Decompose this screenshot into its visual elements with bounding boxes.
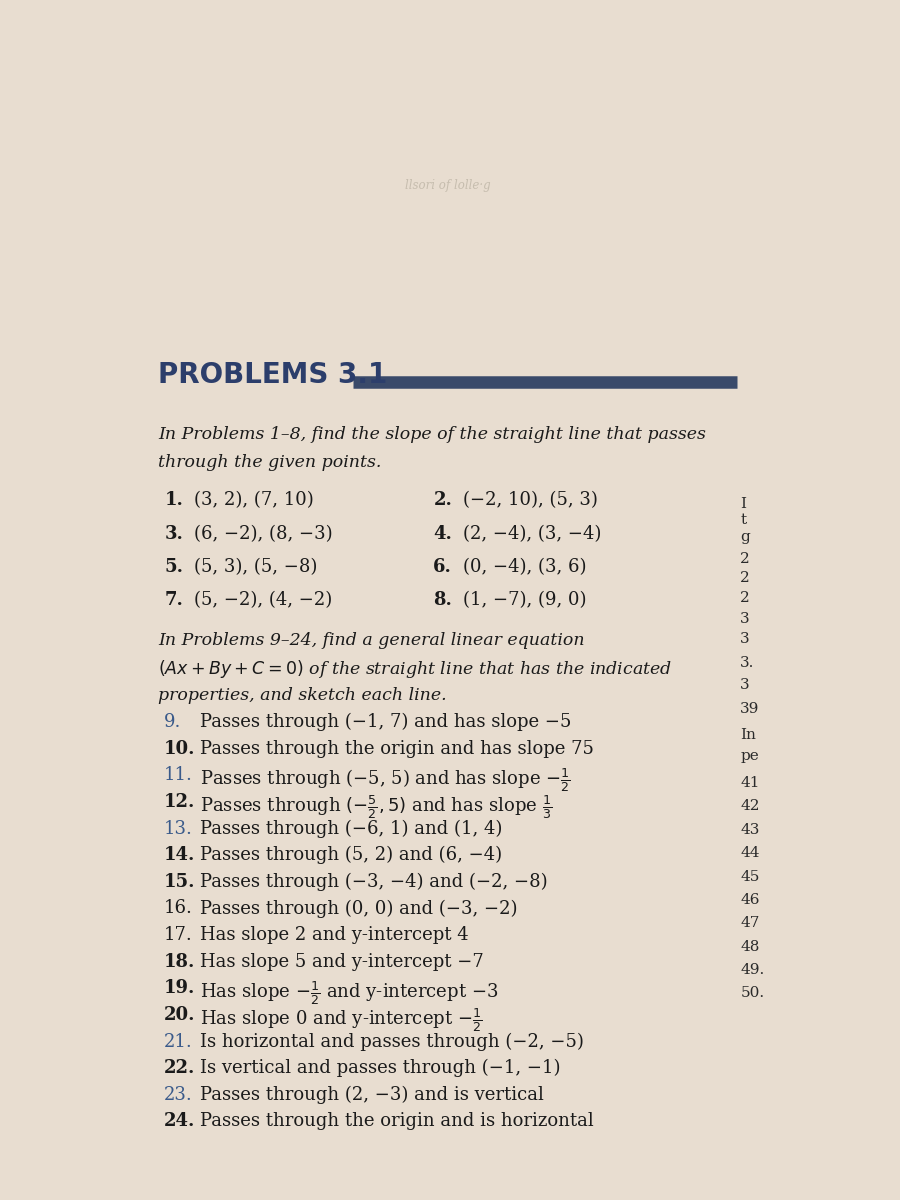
Text: (−2, 10), (5, 3): (−2, 10), (5, 3) (464, 492, 598, 510)
Text: Passes through (2, −3) and is vertical: Passes through (2, −3) and is vertical (200, 1086, 544, 1104)
Text: 46: 46 (740, 893, 760, 907)
Text: through the given points.: through the given points. (158, 454, 382, 470)
Text: Is horizontal and passes through (−2, −5): Is horizontal and passes through (−2, −5… (200, 1032, 583, 1051)
Text: PROBLEMS 3.1: PROBLEMS 3.1 (158, 361, 387, 389)
Text: 47: 47 (740, 917, 760, 930)
Text: 6.: 6. (434, 558, 452, 576)
Text: 17.: 17. (164, 926, 193, 944)
Text: 23.: 23. (164, 1086, 193, 1104)
Text: 41: 41 (740, 776, 760, 790)
Text: Passes through $(-\frac{5}{2}, 5)$ and has slope $\frac{1}{3}$: Passes through $(-\frac{5}{2}, 5)$ and h… (200, 793, 552, 821)
Text: Has slope 5 and y-intercept −7: Has slope 5 and y-intercept −7 (200, 953, 483, 971)
Text: 3: 3 (740, 612, 750, 625)
Text: 2: 2 (740, 592, 750, 605)
Text: (5, 3), (5, −8): (5, 3), (5, −8) (194, 558, 318, 576)
Text: Passes through (−5, 5) and has slope $-\frac{1}{2}$: Passes through (−5, 5) and has slope $-\… (200, 767, 571, 794)
Text: 2: 2 (740, 552, 750, 566)
Text: Passes through (−1, 7) and has slope −5: Passes through (−1, 7) and has slope −5 (200, 713, 572, 732)
Text: Passes through the origin and has slope 75: Passes through the origin and has slope … (200, 739, 594, 757)
Text: pe: pe (740, 749, 759, 763)
Text: (3, 2), (7, 10): (3, 2), (7, 10) (194, 492, 314, 510)
Text: 2: 2 (740, 571, 750, 584)
Text: Has slope 0 and y-intercept $-\frac{1}{2}$: Has slope 0 and y-intercept $-\frac{1}{2… (200, 1006, 482, 1033)
Text: I: I (740, 497, 746, 511)
Text: 13.: 13. (164, 820, 193, 838)
Text: (0, −4), (3, 6): (0, −4), (3, 6) (464, 558, 587, 576)
Text: 43: 43 (740, 823, 760, 838)
Text: 18.: 18. (164, 953, 194, 971)
Text: 8.: 8. (434, 592, 452, 610)
Text: t: t (740, 512, 746, 527)
Text: 12.: 12. (164, 793, 194, 811)
Text: Is vertical and passes through (−1, −1): Is vertical and passes through (−1, −1) (200, 1060, 560, 1078)
Text: Passes through the origin and is horizontal: Passes through the origin and is horizon… (200, 1112, 593, 1130)
Text: 3.: 3. (165, 524, 184, 542)
Text: 22.: 22. (164, 1060, 194, 1078)
Text: 15.: 15. (164, 872, 195, 890)
Text: 21.: 21. (164, 1032, 193, 1050)
Text: Has slope 2 and y-intercept 4: Has slope 2 and y-intercept 4 (200, 926, 468, 944)
Text: Passes through (−6, 1) and (1, 4): Passes through (−6, 1) and (1, 4) (200, 820, 502, 838)
Text: 3: 3 (740, 678, 750, 692)
Text: 5.: 5. (165, 558, 184, 576)
Text: 44: 44 (740, 846, 760, 860)
Text: In Problems 1–8, find the slope of the straight line that passes: In Problems 1–8, find the slope of the s… (158, 426, 706, 443)
Text: (6, −2), (8, −3): (6, −2), (8, −3) (194, 524, 333, 542)
Text: 19.: 19. (164, 979, 194, 997)
Text: 20.: 20. (164, 1006, 195, 1024)
Text: (2, −4), (3, −4): (2, −4), (3, −4) (464, 524, 602, 542)
Text: 7.: 7. (165, 592, 184, 610)
Text: Passes through (0, 0) and (−3, −2): Passes through (0, 0) and (−3, −2) (200, 900, 518, 918)
Text: 48: 48 (740, 940, 760, 954)
Text: Passes through (−3, −4) and (−2, −8): Passes through (−3, −4) and (−2, −8) (200, 872, 547, 892)
Text: 39: 39 (740, 702, 760, 716)
Text: 10.: 10. (164, 739, 195, 757)
Text: Has slope $-\frac{1}{2}$ and y-intercept −3: Has slope $-\frac{1}{2}$ and y-intercept… (200, 979, 498, 1007)
Text: In Problems 9–24, find a general linear equation
$(Ax + By + C = 0)$ of the stra: In Problems 9–24, find a general linear … (158, 632, 672, 704)
Text: 24.: 24. (164, 1112, 194, 1130)
Text: 14.: 14. (164, 846, 194, 864)
Text: g: g (740, 530, 750, 545)
Text: 11.: 11. (164, 767, 193, 785)
Text: llsori of lolle·g: llsori of lolle·g (405, 179, 491, 192)
Text: 45: 45 (740, 870, 760, 884)
Text: Passes through (5, 2) and (6, −4): Passes through (5, 2) and (6, −4) (200, 846, 502, 864)
Text: 4.: 4. (434, 524, 452, 542)
Text: (5, −2), (4, −2): (5, −2), (4, −2) (194, 592, 332, 610)
Text: 42: 42 (740, 799, 760, 814)
Text: (1, −7), (9, 0): (1, −7), (9, 0) (464, 592, 587, 610)
Text: 16.: 16. (164, 900, 193, 918)
Text: 9.: 9. (164, 713, 181, 731)
Text: 49.: 49. (740, 962, 764, 977)
Text: 50.: 50. (740, 985, 764, 1000)
Text: 3.: 3. (740, 656, 754, 670)
Text: 2.: 2. (434, 492, 452, 510)
Text: In: In (740, 728, 756, 742)
Text: 1.: 1. (165, 492, 184, 510)
Text: 3: 3 (740, 632, 750, 646)
